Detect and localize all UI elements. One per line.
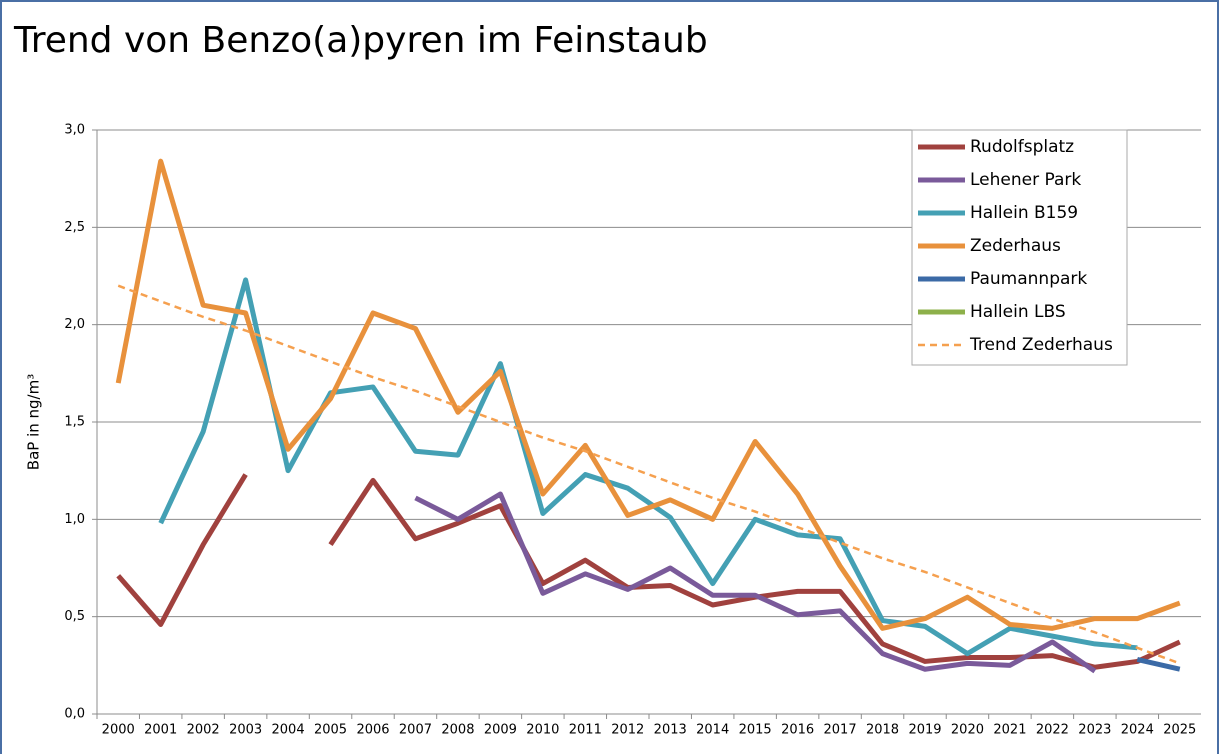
legend-label: Zederhaus bbox=[970, 236, 1061, 256]
series-line bbox=[328, 477, 1181, 670]
x-tick-label: 2022 bbox=[1036, 723, 1069, 738]
y-tick-label: 0,5 bbox=[64, 609, 85, 624]
x-tick-label: 2021 bbox=[993, 723, 1026, 738]
y-tick-label: 0,0 bbox=[64, 707, 85, 722]
x-tick-label: 2015 bbox=[739, 723, 772, 738]
legend-label: Hallein LBS bbox=[970, 302, 1066, 322]
legend-label: Lehener Park bbox=[970, 170, 1081, 190]
x-tick-label: 2023 bbox=[1078, 723, 1111, 738]
legend-label: Trend Zederhaus bbox=[969, 335, 1113, 355]
y-tick-label: 2,5 bbox=[64, 220, 85, 235]
x-tick-label: 2025 bbox=[1163, 723, 1196, 738]
x-tick-label: 2006 bbox=[356, 723, 389, 738]
x-tick-label: 2003 bbox=[229, 723, 262, 738]
x-tick-label: 2020 bbox=[951, 723, 984, 738]
y-tick-label: 1,0 bbox=[64, 512, 85, 527]
x-tick-label: 2002 bbox=[187, 723, 220, 738]
x-tick-label: 2004 bbox=[272, 723, 305, 738]
y-tick-label: 1,5 bbox=[64, 415, 85, 430]
x-tick-label: 2014 bbox=[696, 723, 729, 738]
series-line bbox=[1136, 657, 1181, 672]
x-tick-label: 2005 bbox=[314, 723, 347, 738]
series-line bbox=[117, 284, 1181, 665]
y-axis-label: BaP in ng/m³ bbox=[25, 374, 43, 470]
x-tick-label: 2024 bbox=[1121, 723, 1154, 738]
x-tick-label: 2001 bbox=[144, 723, 177, 738]
x-tick-label: 2008 bbox=[441, 723, 474, 738]
legend-label: Paumannpark bbox=[970, 269, 1087, 289]
x-tick-label: 2000 bbox=[102, 723, 135, 738]
legend-label: Rudolfsplatz bbox=[970, 137, 1074, 157]
x-tick-label: 2012 bbox=[611, 723, 644, 738]
y-tick-label: 2,0 bbox=[64, 317, 85, 332]
legend-label: Hallein B159 bbox=[970, 203, 1078, 223]
x-tick-label: 2016 bbox=[781, 723, 814, 738]
x-tick-label: 2018 bbox=[866, 723, 899, 738]
y-tick-label: 3,0 bbox=[64, 123, 85, 138]
x-tick-label: 2010 bbox=[526, 723, 559, 738]
chart-title: Trend von Benzo(a)pyren im Feinstaub bbox=[13, 20, 708, 61]
x-tick-label: 2007 bbox=[399, 723, 432, 738]
x-tick-label: 2019 bbox=[908, 723, 941, 738]
series-line bbox=[115, 158, 1181, 631]
x-tick-label: 2009 bbox=[484, 723, 517, 738]
x-tick-label: 2017 bbox=[824, 723, 857, 738]
series-line bbox=[116, 473, 248, 627]
x-tick-label: 2011 bbox=[569, 723, 602, 738]
series-line bbox=[414, 491, 1097, 674]
x-tick-label: 2013 bbox=[654, 723, 687, 738]
